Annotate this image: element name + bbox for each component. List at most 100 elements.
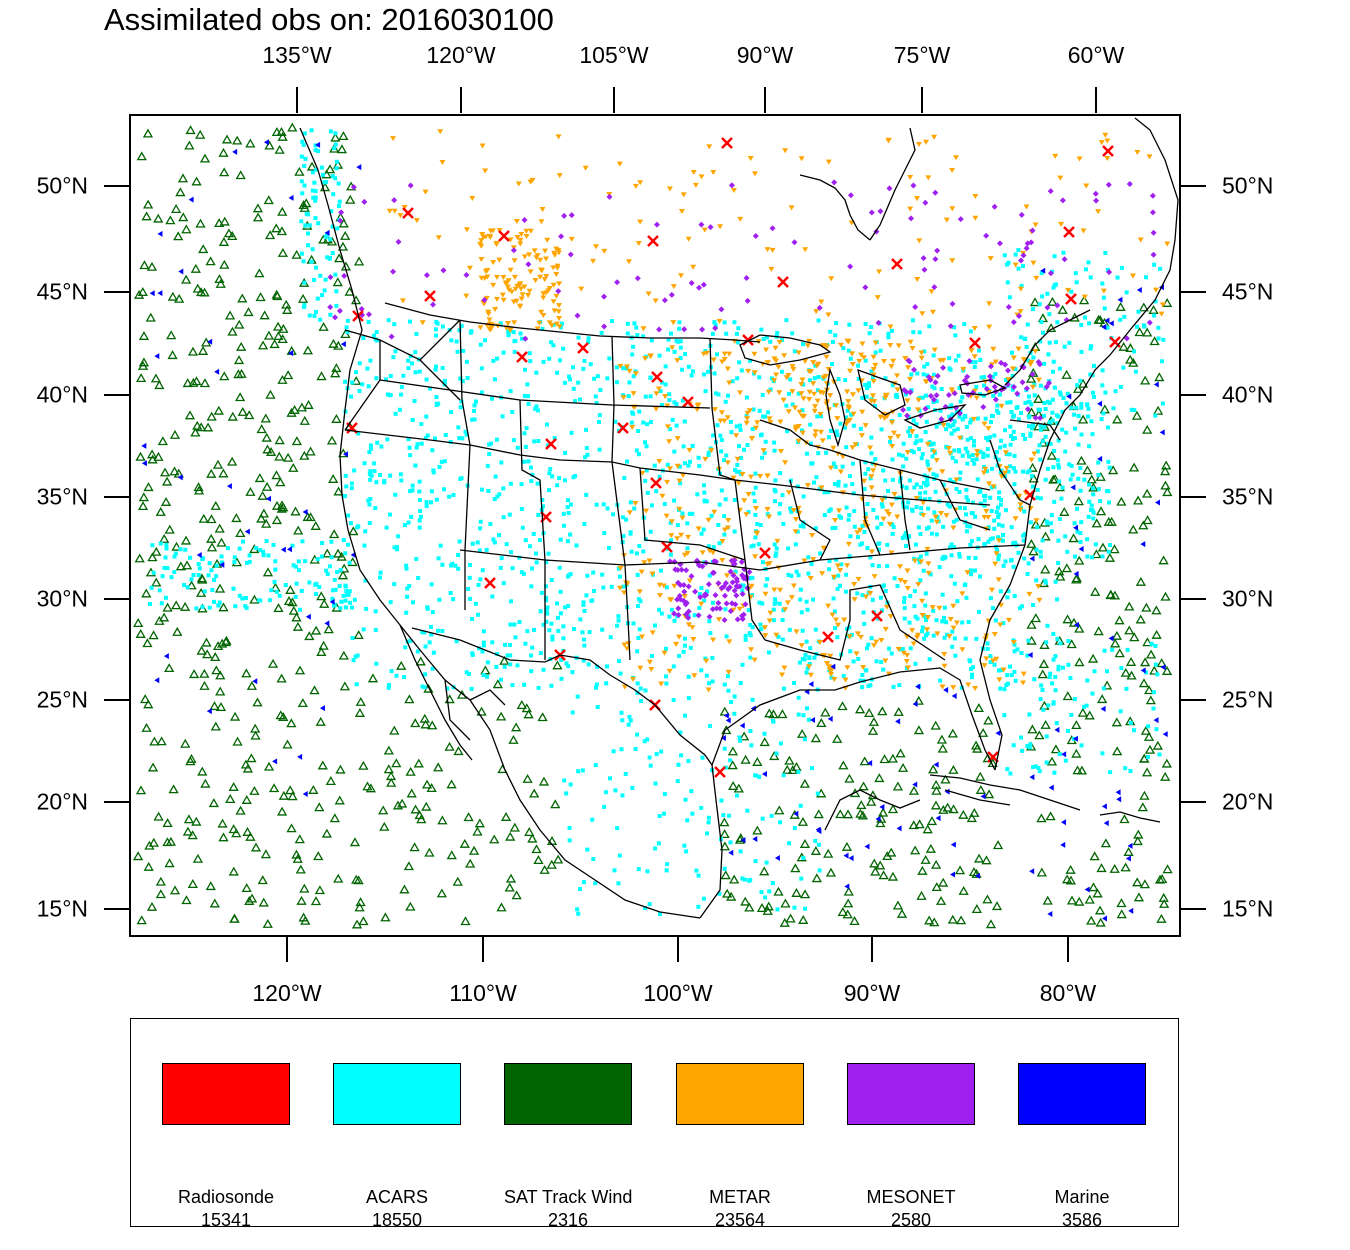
acars-marker bbox=[1013, 367, 1018, 372]
acars-marker bbox=[889, 651, 894, 656]
acars-marker bbox=[336, 204, 341, 209]
sat-marker bbox=[1128, 462, 1140, 472]
sat-marker bbox=[171, 600, 182, 610]
metar-marker bbox=[868, 474, 875, 480]
acars-marker bbox=[674, 423, 679, 428]
sat-marker bbox=[389, 725, 400, 735]
sat-marker bbox=[276, 500, 288, 510]
sat-marker bbox=[505, 831, 516, 841]
acars-marker bbox=[862, 529, 867, 534]
acars-marker bbox=[189, 577, 194, 582]
acars-marker bbox=[940, 619, 945, 624]
marine-marker bbox=[154, 353, 160, 360]
acars-marker bbox=[1153, 662, 1158, 667]
metar-marker bbox=[649, 630, 656, 636]
acars-marker bbox=[703, 389, 708, 394]
acars-marker bbox=[423, 672, 428, 677]
acars-marker bbox=[779, 369, 784, 374]
sat-marker bbox=[158, 612, 170, 622]
marine-marker bbox=[297, 753, 303, 760]
acars-marker bbox=[1008, 400, 1013, 405]
meso-marker bbox=[709, 606, 716, 613]
metar-marker bbox=[478, 256, 485, 262]
acars-marker bbox=[302, 163, 307, 168]
sat-marker bbox=[243, 307, 254, 317]
metar-marker bbox=[1065, 287, 1072, 293]
radiosonde-marker bbox=[402, 207, 414, 219]
acars-marker bbox=[314, 309, 319, 314]
sat-marker bbox=[250, 842, 262, 852]
acars-marker bbox=[302, 131, 307, 136]
metar-marker bbox=[795, 438, 802, 444]
acars-marker bbox=[978, 449, 983, 454]
radiosonde-marker bbox=[714, 766, 726, 778]
metar-marker bbox=[938, 511, 945, 517]
acars-marker bbox=[888, 439, 893, 444]
meso-marker bbox=[711, 558, 718, 565]
metar-marker bbox=[894, 373, 901, 379]
acars-marker bbox=[933, 489, 938, 494]
metar-marker bbox=[492, 306, 499, 312]
acars-marker bbox=[926, 506, 931, 511]
sat-marker bbox=[198, 244, 209, 254]
metar-marker bbox=[623, 364, 630, 370]
acars-marker bbox=[799, 428, 804, 433]
sat-marker bbox=[838, 760, 849, 770]
sat-marker bbox=[421, 801, 432, 811]
acars-marker bbox=[964, 487, 969, 492]
acars-marker bbox=[424, 377, 429, 382]
meso-marker bbox=[568, 212, 575, 219]
sat-marker bbox=[235, 170, 246, 180]
acars-marker bbox=[165, 566, 170, 571]
acars-marker bbox=[772, 499, 777, 504]
metar-marker bbox=[981, 421, 988, 427]
acars-marker bbox=[738, 849, 743, 854]
metar-marker bbox=[919, 613, 926, 619]
acars-marker bbox=[944, 427, 949, 432]
acars-marker bbox=[953, 653, 958, 658]
sat-marker bbox=[195, 287, 207, 297]
acars-marker bbox=[838, 421, 843, 426]
metar-marker bbox=[887, 435, 894, 441]
acars-marker bbox=[313, 195, 318, 200]
acars-marker bbox=[1010, 437, 1015, 442]
sat-marker bbox=[249, 594, 260, 604]
acars-marker bbox=[730, 379, 735, 384]
acars-marker bbox=[388, 512, 393, 517]
sat-marker bbox=[234, 392, 246, 402]
acars-marker bbox=[361, 336, 366, 341]
acars-marker bbox=[678, 345, 683, 350]
sat-marker bbox=[1055, 571, 1066, 581]
acars-marker bbox=[901, 441, 906, 446]
meso-marker bbox=[957, 216, 964, 223]
acars-marker bbox=[1017, 606, 1022, 611]
sat-marker bbox=[229, 711, 241, 721]
acars-marker bbox=[617, 574, 622, 579]
sat-marker bbox=[1135, 614, 1146, 624]
acars-marker bbox=[986, 525, 991, 530]
sat-marker bbox=[1109, 863, 1120, 873]
acars-marker bbox=[753, 535, 758, 540]
acars-marker bbox=[662, 811, 667, 816]
marine-marker bbox=[864, 843, 870, 850]
acars-marker bbox=[976, 537, 981, 542]
acars-marker bbox=[502, 642, 507, 647]
sat-marker bbox=[143, 861, 154, 871]
acars-marker bbox=[1152, 262, 1157, 267]
acars-marker bbox=[638, 686, 643, 691]
acars-marker bbox=[1021, 264, 1026, 269]
acars-marker bbox=[408, 638, 413, 643]
sat-marker bbox=[231, 513, 242, 523]
sat-marker bbox=[187, 879, 198, 888]
sat-marker bbox=[727, 746, 739, 756]
acars-marker bbox=[851, 491, 856, 496]
marine-marker bbox=[723, 712, 729, 719]
sat-marker bbox=[1133, 829, 1144, 839]
acars-marker bbox=[343, 409, 348, 414]
sat-marker bbox=[985, 919, 997, 929]
acars-marker bbox=[712, 320, 717, 325]
acars-marker bbox=[599, 330, 604, 335]
acars-marker bbox=[1034, 547, 1039, 552]
acars-marker bbox=[1012, 594, 1017, 599]
acars-marker bbox=[440, 365, 445, 370]
